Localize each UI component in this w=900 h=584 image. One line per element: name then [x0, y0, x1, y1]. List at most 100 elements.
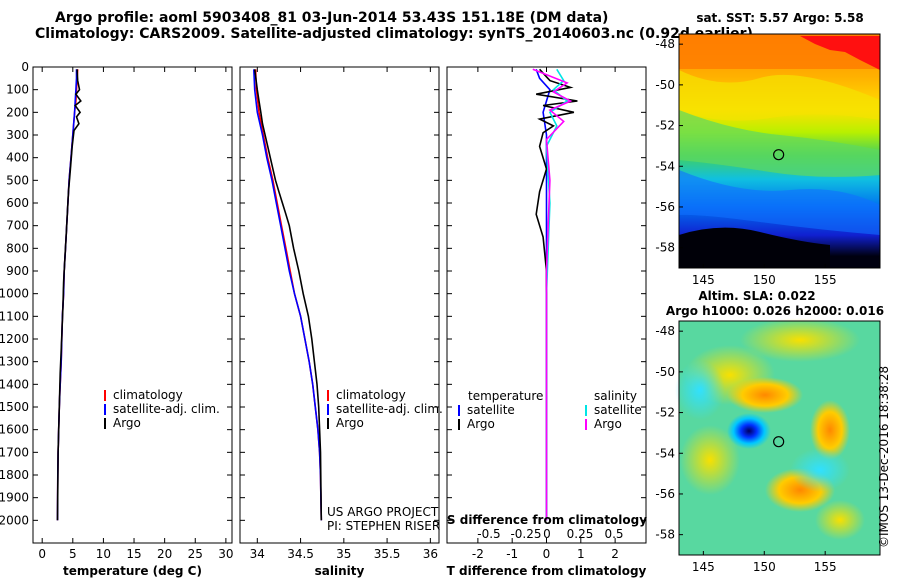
temperature-profile-frame	[32, 66, 233, 544]
legend-label: Argo	[336, 416, 364, 430]
y-tick-label: 500	[6, 173, 29, 187]
map-y-tick-label: -48	[655, 37, 675, 51]
salinity-profile-frame	[239, 66, 440, 544]
sst-float-position-marker	[773, 149, 785, 161]
x-axis-label: salinity	[315, 564, 365, 578]
x-tick-label: 2	[611, 547, 619, 561]
sla-positive-anomaly	[727, 377, 803, 413]
sla-eddy	[727, 413, 771, 449]
x-tick-label: 35.5	[374, 547, 401, 561]
sla-yellow-blob	[815, 500, 865, 540]
sla-map-title-line1: Altim. SLA: 0.022	[698, 289, 815, 303]
series-line-argo	[56, 69, 82, 521]
x-axis-label: temperature (deg C)	[63, 564, 202, 578]
x-tick-label: 36	[423, 547, 438, 561]
x-tick-label: -1	[506, 547, 518, 561]
sst-cold-patch	[679, 227, 830, 268]
map-y-tick-label: -52	[655, 406, 675, 420]
y-tick-label: 1200	[0, 332, 29, 346]
secondary-x-tick-label: 0.25	[567, 527, 594, 541]
profile-panels: 0 5 10 15 20 25 300100200300400500600700800900…	[0, 60, 647, 578]
sla-positive-anomaly	[810, 400, 850, 460]
map-y-tick-label: -48	[655, 324, 675, 338]
x-tick-label: 1	[577, 547, 585, 561]
y-tick-label: 700	[6, 219, 29, 233]
sla-negative-anomaly	[790, 448, 850, 492]
legend-label: Argo	[594, 417, 622, 431]
map-y-tick-label: -50	[655, 365, 675, 379]
y-tick-label: 0	[21, 60, 29, 74]
y-tick-label: 1500	[0, 400, 29, 414]
map-y-tick-label: -58	[655, 528, 675, 542]
y-tick-label: 1400	[0, 377, 29, 391]
y-tick-label: 100	[6, 83, 29, 97]
y-tick-label: 1100	[0, 309, 29, 323]
x-tick-label: 34	[250, 547, 265, 561]
secondary-x-tick-label: -0.25	[510, 527, 541, 541]
sst-map-title: sat. SST: 5.57 Argo: 5.58	[696, 11, 863, 25]
map-y-tick-label: -54	[655, 159, 675, 173]
series-line-argo	[253, 69, 323, 521]
legend-label: climatology	[113, 388, 183, 402]
project-annotation: PI: STEPHEN RISER	[327, 519, 440, 533]
secondary-axis-label: S difference from climatology	[447, 513, 647, 527]
sst-map: sat. SST: 5.57 Argo: 5.58 145 150 155 -48 -5…	[655, 11, 881, 287]
y-tick-label: 300	[6, 128, 29, 142]
secondary-x-tick-label: -0.5	[477, 527, 500, 541]
y-tick-label: 1600	[0, 423, 29, 437]
secondary-x-tick-label: 0.5	[604, 527, 623, 541]
map-y-tick-label: -58	[655, 241, 675, 255]
map-y-tick-label: -54	[655, 446, 675, 460]
map-y-tick-label: -50	[655, 78, 675, 92]
series-line-argo	[532, 68, 573, 521]
map-y-tick-label: -56	[655, 487, 675, 501]
x-axis-label: T difference from climatology	[447, 564, 647, 578]
x-tick-label: -2	[472, 547, 484, 561]
sst-map-frame	[678, 33, 881, 269]
map-x-tick-label: 145	[692, 273, 715, 287]
sla-negative-anomaly	[675, 360, 725, 420]
y-tick-label: 1300	[0, 355, 29, 369]
x-tick-label: 10	[96, 547, 111, 561]
map-x-tick-label: 155	[814, 560, 837, 574]
legend-label: Argo	[467, 417, 495, 431]
sla-map-axes: 145 150 155 -48 -50 -52 -54 -56 -58	[655, 324, 836, 574]
y-tick-label: 1800	[0, 468, 29, 482]
sst-blue-band	[679, 170, 880, 235]
legend-label: climatology	[336, 388, 406, 402]
map-x-tick-label: 155	[814, 273, 837, 287]
y-tick-label: 2000	[0, 513, 29, 527]
legend-label: satellite-adj. clim.	[336, 402, 443, 416]
footer-timestamp: ©IMOS 13-Dec-2016 18:38:28	[877, 366, 891, 548]
map-y-tick-label: -56	[655, 200, 675, 214]
salinity-profile: 34 34.5 35 35.5 36 salinity climatologysatelli…	[239, 66, 443, 578]
sla-map-frame	[678, 320, 881, 556]
legend-label: satellite	[594, 403, 642, 417]
x-tick-label: 35	[336, 547, 351, 561]
x-tick-label: 20	[157, 547, 172, 561]
y-tick-label: 1900	[0, 491, 29, 505]
secondary-x-tick-label: 0	[543, 527, 551, 541]
x-tick-label: 0	[543, 547, 551, 561]
sla-map-title-line2: Argo h1000: 0.026 h2000: 0.016	[666, 304, 884, 318]
temperature-profile: 0 5 10 15 20 25 300100200300400500600700800900…	[0, 60, 234, 578]
x-tick-label: 30	[218, 547, 233, 561]
sla-yellow-blob	[680, 425, 740, 495]
y-tick-label: 600	[6, 196, 29, 210]
map-y-tick-label: -52	[655, 119, 675, 133]
x-tick-label: 0	[38, 547, 46, 561]
legend-title-temperature: temperature	[468, 389, 543, 403]
legend-label: satellite	[467, 403, 515, 417]
sla-map: Altim. SLA: 0.022 Argo h1000: 0.026 h200…	[655, 289, 891, 574]
sla-float-position-marker	[773, 436, 785, 448]
x-tick-label: 5	[69, 547, 77, 561]
difference-profile: -2 -1 0 1 2 T difference from climatology temp…	[446, 66, 647, 578]
legend-label: satellite-adj. clim.	[113, 402, 220, 416]
series-line-satellite-adj-clim-	[253, 69, 323, 521]
sst-green-band	[679, 110, 880, 177]
y-tick-label: 1700	[0, 445, 29, 459]
sst-hot-patch	[800, 36, 880, 70]
y-tick-label: 1000	[0, 287, 29, 301]
figure-title-line2: Climatology: CARS2009. Satellite-adjuste…	[35, 26, 753, 42]
